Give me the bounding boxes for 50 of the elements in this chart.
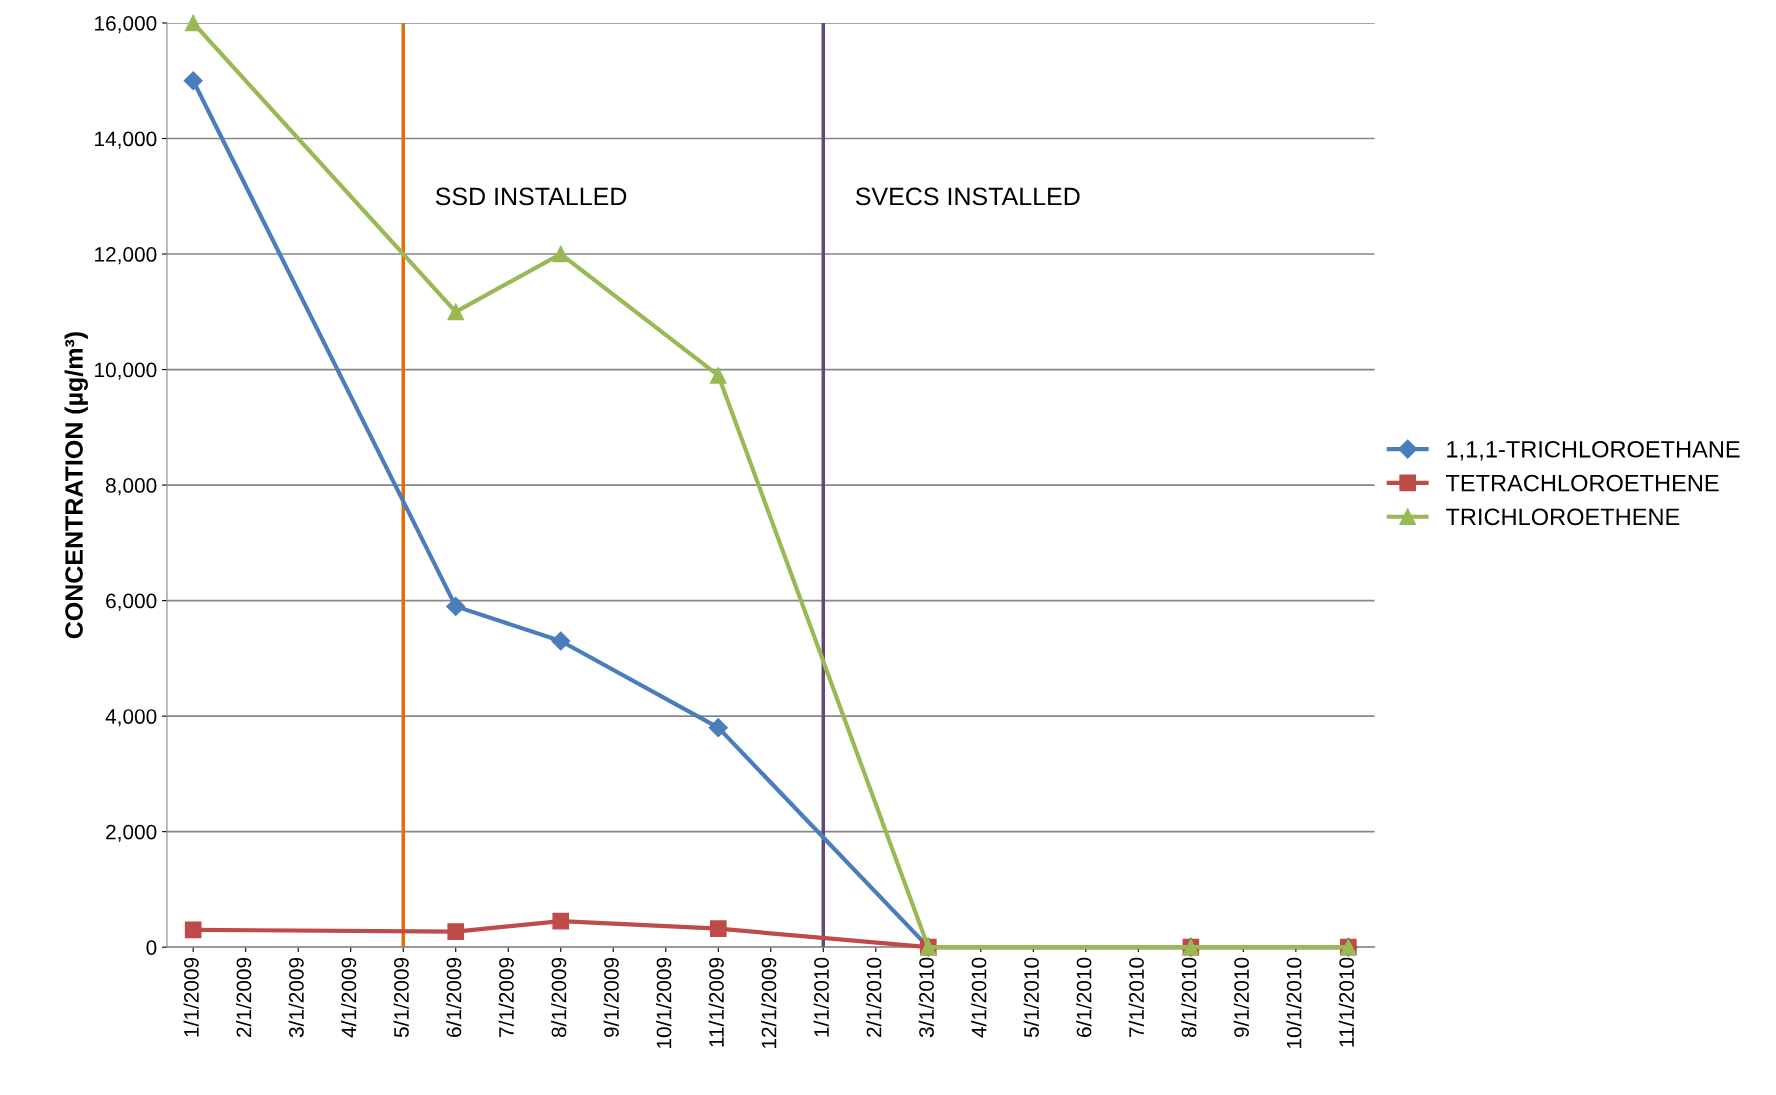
x-tick-label: 8/1/2009 [551,957,567,1038]
x-tick-label: 5/1/2010 [1023,957,1039,1038]
x-tick-label: 1/1/2010 [813,957,829,1037]
y-axis-title: CONCENTRATION (µg/m³) [64,332,88,639]
x-tick-label: 1/1/2009 [183,957,199,1037]
x-tick-label: 7/1/2010 [1128,957,1144,1037]
point [552,912,570,930]
point [447,923,465,940]
x-tick-label: 11/1/2010 [1338,957,1354,1047]
x-tick-label: 11/1/2009 [708,957,724,1047]
x-tick-label: 7/1/2009 [498,957,514,1037]
x-tick-label: 10/1/2009 [656,957,672,1048]
x-tick-label: 9/1/2010 [1233,957,1249,1038]
point [709,367,727,384]
point [447,303,465,321]
x-tick-label: 9/1/2009 [603,957,619,1038]
legend-label: TETRACHLOROETHENE [1445,474,1719,492]
x-tick-label: 5/1/2009 [393,957,409,1038]
x-tick-label: 12/1/2009 [761,957,777,1048]
x-tick-label: 4/1/2009 [341,957,357,1038]
point [184,14,202,32]
x-tick-label: 3/1/2009 [288,957,304,1038]
x-tick-label: 3/1/2010 [918,957,934,1038]
y-tick-label: 0 [146,940,157,955]
point [708,718,728,738]
x-tick-label: 6/1/2010 [1076,957,1092,1037]
x-tick-label: 6/1/2009 [446,957,462,1037]
x-tick-label: 10/1/2010 [1286,957,1302,1048]
x-tick-label: 2/1/2010 [866,957,882,1037]
legend-label: 1,1,1-TRICHLOROETHANE [1447,440,1740,461]
ref-line-label: SVECS INSTALLED [855,187,1080,206]
x-tick-label: 2/1/2009 [236,957,252,1037]
y-tick-label: 8,000 [106,478,157,496]
y-tick-label: 10,000 [95,362,157,380]
x-tick-label: 4/1/2010 [971,957,987,1038]
y-tick-label: 2,000 [106,824,157,842]
y-tick-label: 14,000 [95,131,157,149]
ref-line-label: SSD INSTALLED [435,187,627,206]
legend-label: TRICHLOROETHENE [1445,508,1680,526]
x-tick-label: 8/1/2010 [1181,957,1197,1038]
point [709,920,727,938]
point [552,245,570,263]
point [446,596,466,616]
y-tick-label: 16,000 [95,16,157,34]
y-tick-label: 4,000 [105,709,157,727]
point [551,631,571,651]
point [183,71,203,91]
y-tick-label: 12,000 [95,247,157,265]
y-tick-label: 6,000 [106,593,157,611]
point [184,921,202,939]
